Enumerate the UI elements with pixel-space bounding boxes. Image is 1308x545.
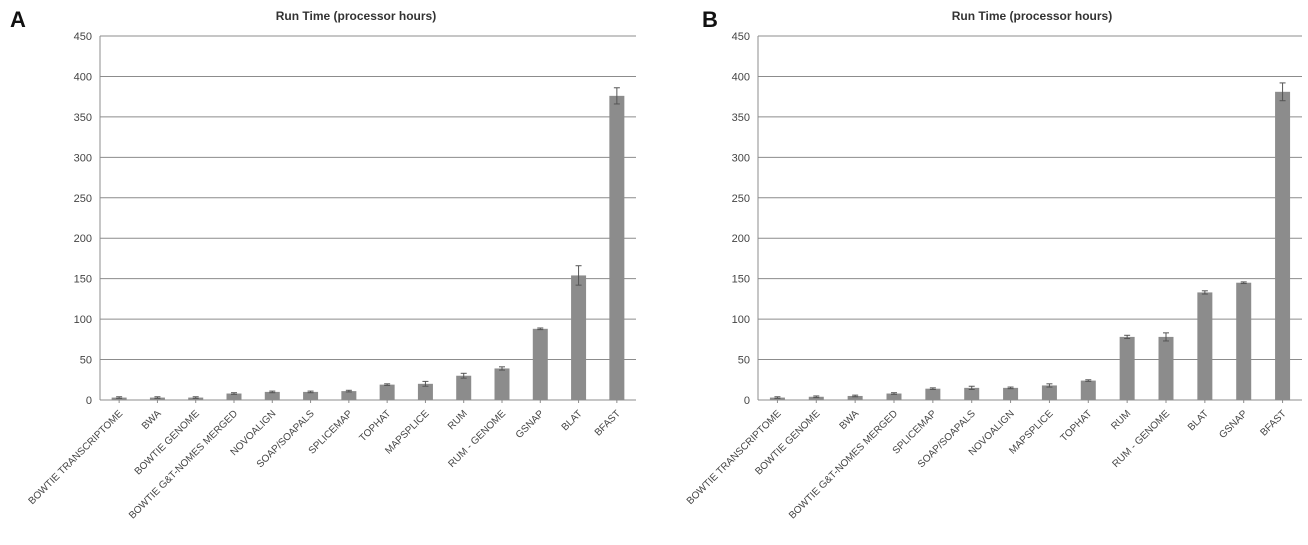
error-bar bbox=[345, 389, 352, 393]
bar bbox=[1236, 282, 1252, 400]
bar bbox=[456, 375, 472, 400]
plot-area-a: 0 50 100 150 200 250 300 350 400 450 BOWTIE TRANSC… bbox=[27, 31, 636, 521]
x-tick-label: TOPHAT bbox=[1059, 408, 1095, 444]
error-bar bbox=[154, 396, 161, 399]
error-bar bbox=[192, 396, 199, 399]
y-tick-label: 0 bbox=[86, 395, 92, 407]
error-bar bbox=[891, 392, 897, 395]
bar bbox=[1158, 336, 1174, 400]
y-tick-label: 0 bbox=[744, 395, 750, 407]
y-tick-label: 300 bbox=[732, 152, 750, 164]
bar bbox=[303, 391, 319, 400]
x-tick-label: BLAT bbox=[560, 408, 585, 433]
error-bar bbox=[613, 87, 620, 105]
error-bar bbox=[929, 387, 936, 390]
bar bbox=[417, 383, 433, 400]
bar bbox=[341, 391, 357, 400]
y-tick-label: 150 bbox=[74, 274, 92, 286]
y-tick-label: 200 bbox=[74, 233, 92, 245]
error-bar bbox=[1163, 332, 1169, 342]
x-tick-label: GSNAP bbox=[514, 408, 547, 441]
error-bar bbox=[1085, 379, 1092, 382]
y-tick-label: 50 bbox=[738, 355, 750, 367]
x-tick-label: BLAT bbox=[1186, 408, 1211, 433]
bar bbox=[264, 391, 280, 400]
bar bbox=[494, 368, 510, 400]
error-bar bbox=[384, 383, 391, 386]
x-tick-label: TOPHAT bbox=[357, 408, 393, 444]
error-bar bbox=[499, 366, 505, 371]
y-tick-label: 350 bbox=[74, 112, 92, 124]
chart-panel-a: A Run Time (processor hours) 0 50 100 150 20… bbox=[10, 7, 636, 521]
error-bar bbox=[307, 390, 314, 394]
bar bbox=[925, 388, 941, 400]
bar bbox=[808, 396, 824, 400]
error-bar bbox=[537, 327, 544, 331]
bar bbox=[847, 395, 863, 400]
y-tick-label: 400 bbox=[732, 71, 750, 83]
bar bbox=[964, 387, 980, 400]
y-tick-label: 50 bbox=[80, 355, 92, 367]
y-tick-label: 300 bbox=[74, 152, 92, 164]
error-bar bbox=[269, 390, 276, 394]
x-tick-label: BFAST bbox=[593, 408, 623, 438]
bar bbox=[226, 393, 242, 400]
error-bar bbox=[1240, 281, 1247, 285]
error-bar bbox=[852, 394, 859, 398]
chart-title-a: Run Time (processor hours) bbox=[276, 9, 436, 23]
error-bar bbox=[116, 396, 123, 399]
panel-letter-a: A bbox=[10, 7, 26, 32]
error-bar bbox=[422, 380, 429, 387]
x-tick-label: BWA bbox=[140, 408, 164, 432]
x-tick-label: BFAST bbox=[1259, 408, 1289, 438]
bar bbox=[532, 328, 548, 400]
y-tick-label: 100 bbox=[74, 314, 92, 326]
y-tick-label: 250 bbox=[74, 193, 92, 205]
y-tick-label: 150 bbox=[732, 274, 750, 286]
x-tick-label: GSNAP bbox=[1217, 408, 1250, 441]
x-tick-label: RUM bbox=[1109, 408, 1133, 432]
error-bar bbox=[1279, 82, 1286, 102]
chart-panel-b: B Run Time (processor hours) 0 50 100 150 20… bbox=[685, 7, 1302, 521]
x-tick-label: BOWTIE TRANSCRIPTOME bbox=[27, 408, 126, 507]
y-tick-label: 450 bbox=[74, 31, 92, 43]
chart-title-b: Run Time (processor hours) bbox=[952, 9, 1112, 23]
y-tick-label: 250 bbox=[732, 193, 750, 205]
error-bar bbox=[1046, 383, 1053, 388]
bar bbox=[1080, 380, 1096, 400]
error-bar bbox=[1124, 334, 1131, 340]
y-tick-label: 400 bbox=[74, 71, 92, 83]
bar bbox=[1041, 385, 1057, 400]
bar bbox=[886, 393, 902, 400]
bar bbox=[571, 275, 587, 400]
error-bar bbox=[575, 265, 582, 286]
y-tick-label: 200 bbox=[732, 233, 750, 245]
x-tick-label: RUM bbox=[446, 408, 470, 432]
x-tick-label: BWA bbox=[838, 408, 862, 432]
y-tick-label: 350 bbox=[732, 112, 750, 124]
panel-letter-b: B bbox=[702, 7, 718, 32]
bar bbox=[1003, 387, 1019, 400]
bar bbox=[609, 95, 625, 400]
bar bbox=[1275, 91, 1291, 401]
x-tick-label: BOWTIE GENOME bbox=[133, 408, 202, 477]
error-bar bbox=[968, 385, 975, 390]
error-bar bbox=[1007, 386, 1014, 390]
x-tick-label: BOWTIE GENOME bbox=[753, 408, 822, 477]
bar bbox=[1119, 336, 1135, 400]
error-bar bbox=[231, 392, 237, 395]
y-tick-label: 100 bbox=[732, 314, 750, 326]
error-bar bbox=[813, 395, 820, 399]
error-bar bbox=[774, 396, 781, 399]
bar bbox=[379, 384, 395, 400]
bar bbox=[1197, 292, 1213, 400]
error-bar bbox=[460, 372, 467, 379]
error-bar bbox=[1201, 290, 1208, 295]
y-tick-label: 450 bbox=[732, 31, 750, 43]
